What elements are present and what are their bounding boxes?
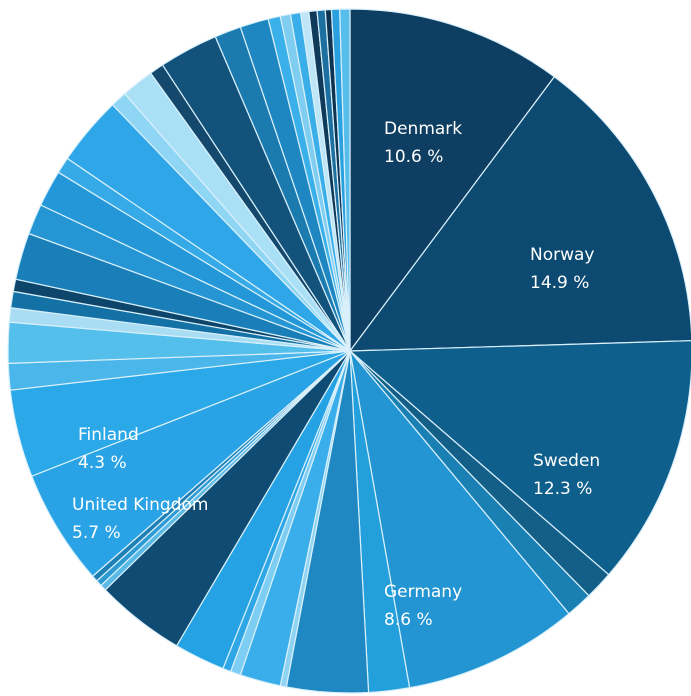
slice-label-finland: Finland [78, 425, 139, 445]
slice-label-denmark: Denmark [384, 119, 462, 139]
pie-slice-germany [349, 348, 570, 689]
slice-value-germany: 8.6 % [384, 610, 433, 630]
slice-label-germany: Germany [384, 582, 462, 602]
pie-slice-norway [348, 75, 691, 352]
pie-slices [7, 8, 691, 694]
pie-slice-sweden [348, 340, 691, 576]
slice-value-finland: 4.3 % [78, 453, 127, 473]
slice-label-sweden: Sweden [533, 451, 600, 471]
pie-labels: Denmark 10.6 % Norway 14.9 % Sweden 12.3… [72, 119, 600, 630]
pie-slice-denmark [349, 8, 556, 353]
slice-label-united-kingdom: United Kingdom [72, 495, 208, 515]
slice-value-denmark: 10.6 % [384, 147, 443, 167]
slice-value-norway: 14.9 % [530, 273, 589, 293]
slice-label-norway: Norway [530, 245, 595, 265]
slice-value-sweden: 12.3 % [533, 479, 592, 499]
slice-value-united-kingdom: 5.7 % [72, 523, 121, 543]
pie-slice-43 [339, 8, 351, 352]
